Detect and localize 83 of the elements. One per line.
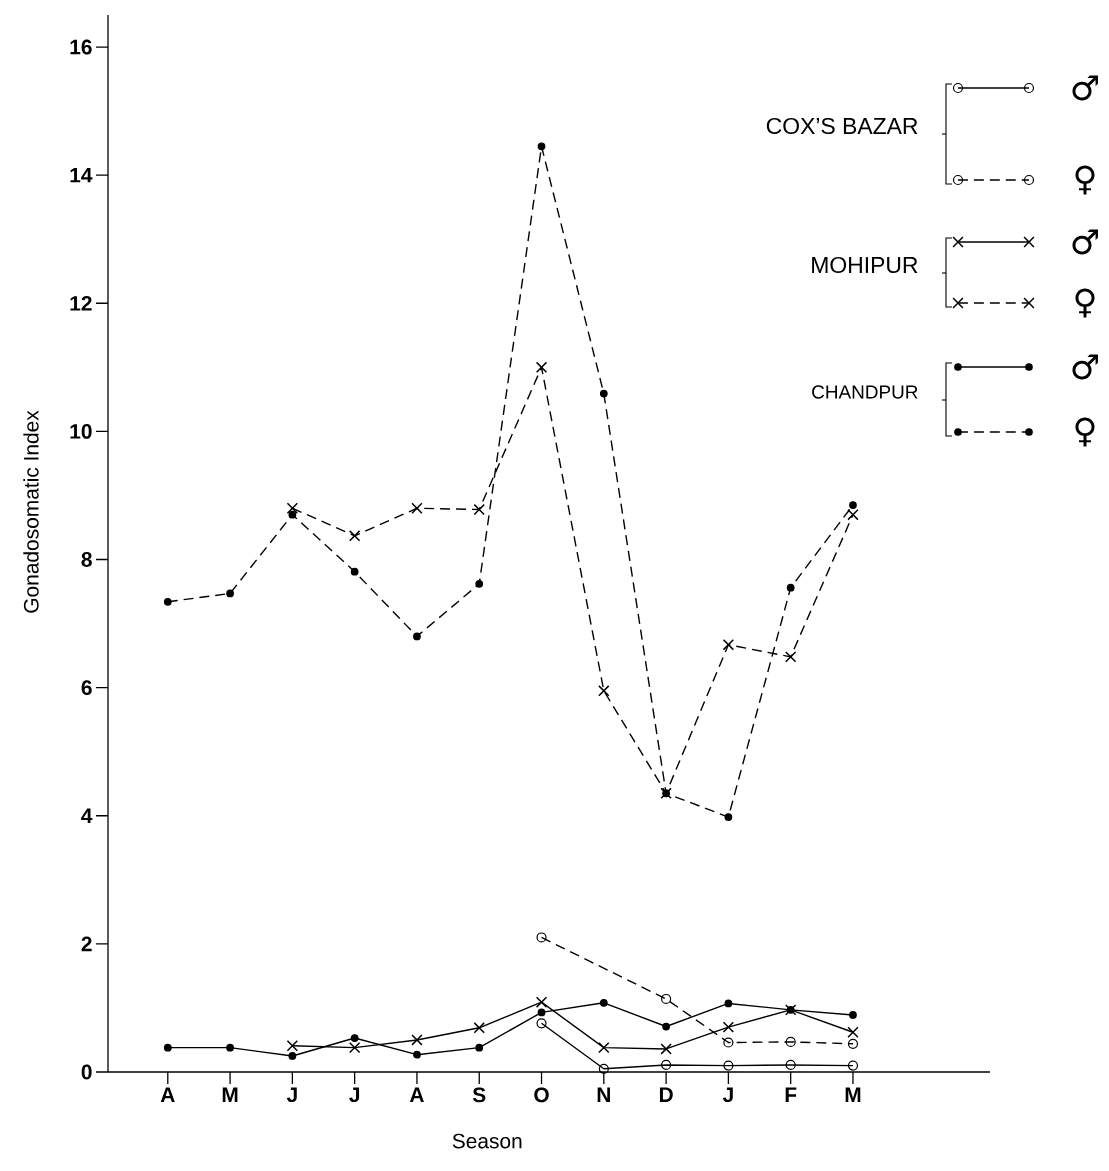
point [598,685,610,697]
x-axis-title: Season [452,1133,522,1149]
x-tick-label: A [160,1087,175,1102]
point [348,530,361,542]
point [475,579,484,588]
point [723,1037,734,1048]
point [785,651,797,663]
x-tick-label: M [222,1087,238,1102]
point [785,1059,796,1071]
y-tick-label: 8 [81,552,92,567]
y-tick-label: 0 [81,1064,92,1080]
point [847,1026,859,1038]
point [599,389,608,398]
point [722,1021,735,1033]
point [661,993,672,1005]
point [350,1034,359,1042]
legend-label: ♂ [1072,229,1098,255]
x-tick-label: M [845,1087,861,1102]
annotation: MOHIPUR [812,256,918,274]
x-tick-label: D [659,1087,673,1102]
point [661,1059,672,1071]
legend-label: ♂ [1072,354,1098,380]
point [847,1038,859,1049]
point [473,503,485,516]
y-tick-label: 2 [81,936,92,952]
point [163,597,172,606]
x-tick-label: F [785,1087,797,1102]
point [535,361,548,374]
y-tick-label: 4 [81,808,93,823]
point [598,1041,610,1054]
point [724,999,733,1008]
point [226,589,234,598]
y-tick-label: 6 [81,680,92,696]
y-axis-title: Gonadosomatic Index [23,410,39,613]
point [537,142,546,151]
point [348,1041,361,1054]
legend-label: ♀ [1075,417,1095,447]
point [226,1043,234,1052]
point [288,510,297,519]
point [286,502,299,514]
point [411,502,423,514]
point [350,567,359,576]
point [723,1060,734,1071]
point [413,632,421,641]
x-tick-label: S [472,1087,486,1103]
x-tick-label: J [286,1087,297,1103]
legend-label: ♀ [1075,165,1095,195]
point [786,583,795,592]
x-tick-label: J [349,1087,360,1103]
point [475,1043,484,1052]
point [660,1043,672,1055]
point [537,1008,546,1017]
point [413,1050,421,1059]
legend-label: ♀ [1075,288,1095,318]
y-tick-label: 12 [70,295,92,311]
x-tick-label: J [722,1087,733,1103]
point [724,813,733,821]
point [535,996,548,1008]
point [598,1063,609,1074]
point [288,1052,297,1060]
point [286,1040,299,1052]
point [847,508,859,521]
legend-label: ♂ [1072,75,1098,101]
x-tick-label: O [534,1087,549,1103]
point [536,1018,547,1029]
point [662,1022,670,1031]
y-tick-label: 10 [70,423,92,439]
point [722,639,735,651]
point [411,1034,423,1046]
x-tick-label: A [409,1087,424,1102]
point [849,501,857,509]
point [536,932,547,943]
point [847,1060,859,1071]
annotation: CHANDPUR [812,385,918,399]
y-tick-label: 16 [70,39,92,55]
point [163,1043,172,1052]
point [849,1011,857,1019]
x-tick-label: N [597,1087,610,1102]
point [599,998,608,1007]
point [473,1022,485,1034]
y-tick-label: 14 [70,167,93,183]
point [785,1036,796,1047]
annotation: COX’S BAZAR [766,117,918,135]
